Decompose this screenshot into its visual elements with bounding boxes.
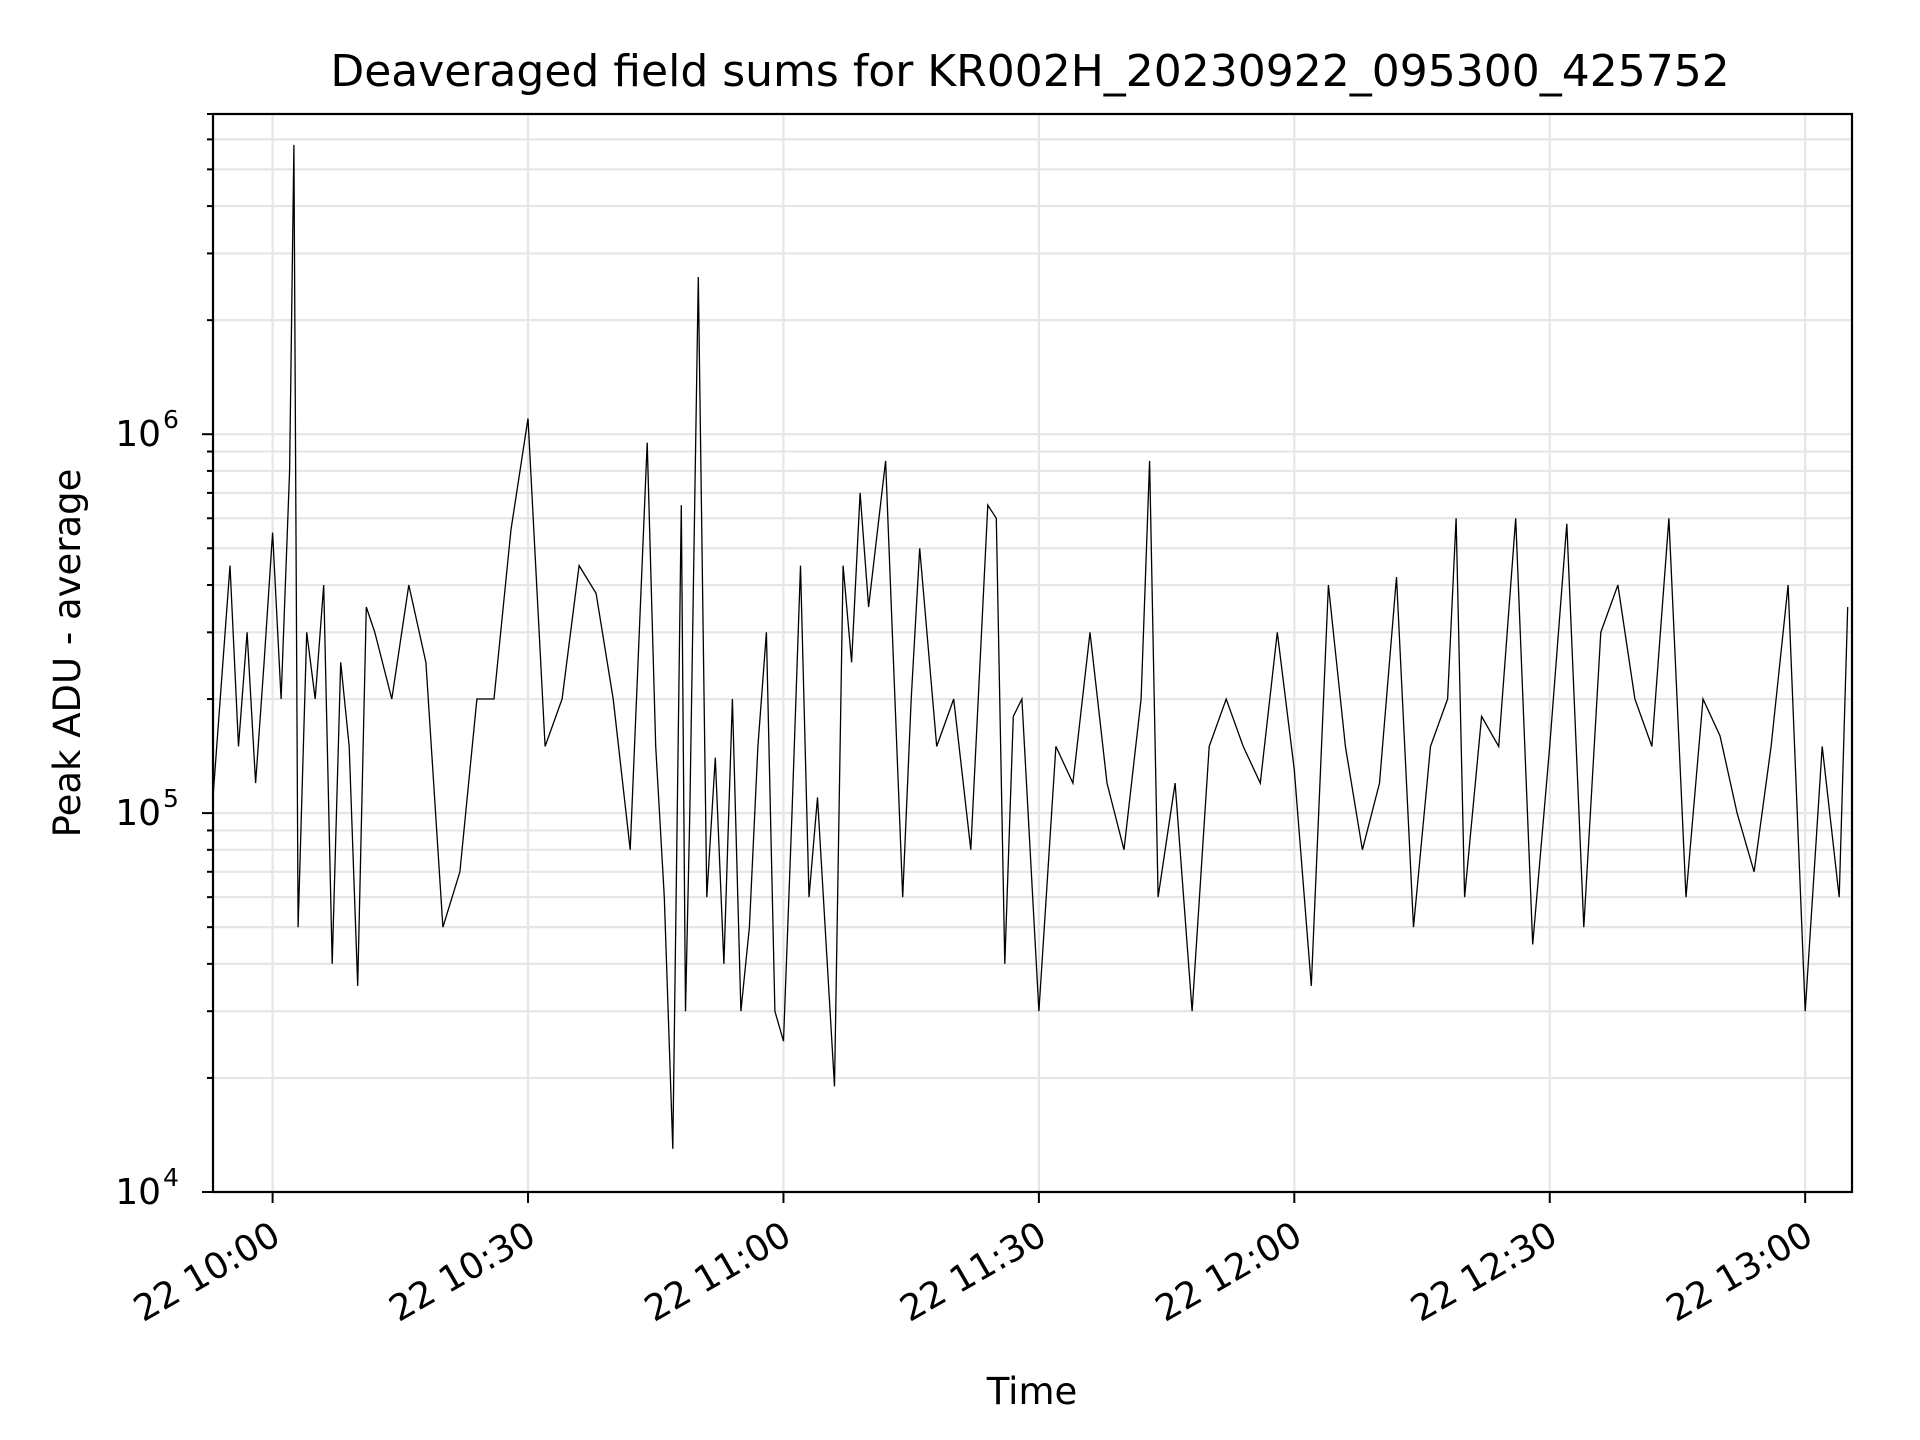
y-tick-label: 10 — [115, 414, 161, 455]
x-tick-label: 22 11:30 — [893, 1214, 1053, 1330]
x-tick-label: 22 11:00 — [638, 1214, 798, 1330]
x-axis-label: Time — [986, 1370, 1078, 1413]
x-tick-label: 22 12:00 — [1149, 1214, 1309, 1330]
y-tick-exponent: 6 — [163, 405, 179, 434]
chart-title: Deaveraged field sums for KR002H_2023092… — [330, 46, 1729, 97]
y-axis-label: Peak ADU - average — [46, 469, 89, 838]
x-tick-label: 22 10:00 — [127, 1214, 287, 1330]
plot-frame — [211, 112, 1854, 1194]
y-tick-exponent: 5 — [163, 784, 179, 813]
grid — [213, 112, 1852, 1194]
x-axis: 22 10:00 22 10:30 22 11:00 22 11:30 22 12:00… — [127, 1192, 1820, 1330]
y-tick-label: 10 — [115, 1172, 161, 1213]
x-tick-label: 22 10:30 — [383, 1214, 543, 1330]
series-line-0 — [212, 144, 1849, 1149]
x-tick-label: 22 13:00 — [1660, 1214, 1820, 1330]
y-tick-label: 10 — [115, 793, 161, 834]
x-tick-label: 22 12:30 — [1404, 1214, 1564, 1330]
y-tick-exponent: 4 — [163, 1163, 179, 1192]
series-layer — [212, 144, 1849, 1149]
